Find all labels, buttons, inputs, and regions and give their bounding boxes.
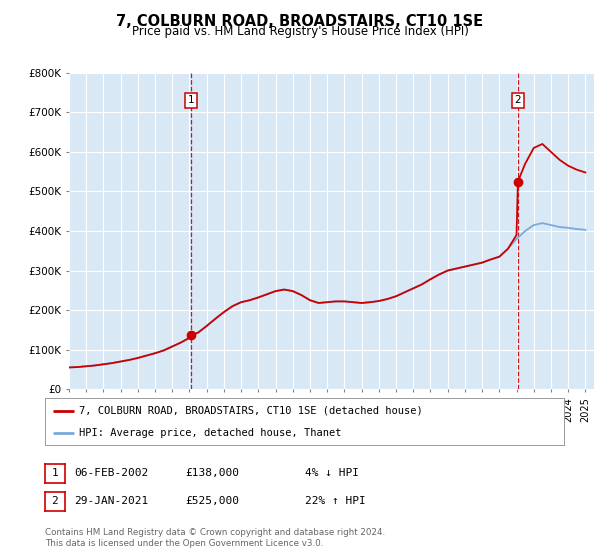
Text: £525,000: £525,000 bbox=[185, 496, 239, 506]
Text: 1: 1 bbox=[188, 96, 194, 105]
Text: 06-FEB-2002: 06-FEB-2002 bbox=[74, 468, 148, 478]
Text: Price paid vs. HM Land Registry's House Price Index (HPI): Price paid vs. HM Land Registry's House … bbox=[131, 25, 469, 38]
Text: 1: 1 bbox=[52, 468, 58, 478]
Text: 29-JAN-2021: 29-JAN-2021 bbox=[74, 496, 148, 506]
Text: HPI: Average price, detached house, Thanet: HPI: Average price, detached house, Than… bbox=[79, 428, 341, 438]
Text: 22% ↑ HPI: 22% ↑ HPI bbox=[305, 496, 365, 506]
Text: 2: 2 bbox=[515, 96, 521, 105]
Text: £138,000: £138,000 bbox=[185, 468, 239, 478]
Text: 2: 2 bbox=[52, 496, 58, 506]
Text: 7, COLBURN ROAD, BROADSTAIRS, CT10 1SE (detached house): 7, COLBURN ROAD, BROADSTAIRS, CT10 1SE (… bbox=[79, 406, 422, 416]
Text: 4% ↓ HPI: 4% ↓ HPI bbox=[305, 468, 359, 478]
Text: Contains HM Land Registry data © Crown copyright and database right 2024.
This d: Contains HM Land Registry data © Crown c… bbox=[45, 528, 385, 548]
Text: 7, COLBURN ROAD, BROADSTAIRS, CT10 1SE: 7, COLBURN ROAD, BROADSTAIRS, CT10 1SE bbox=[116, 14, 484, 29]
